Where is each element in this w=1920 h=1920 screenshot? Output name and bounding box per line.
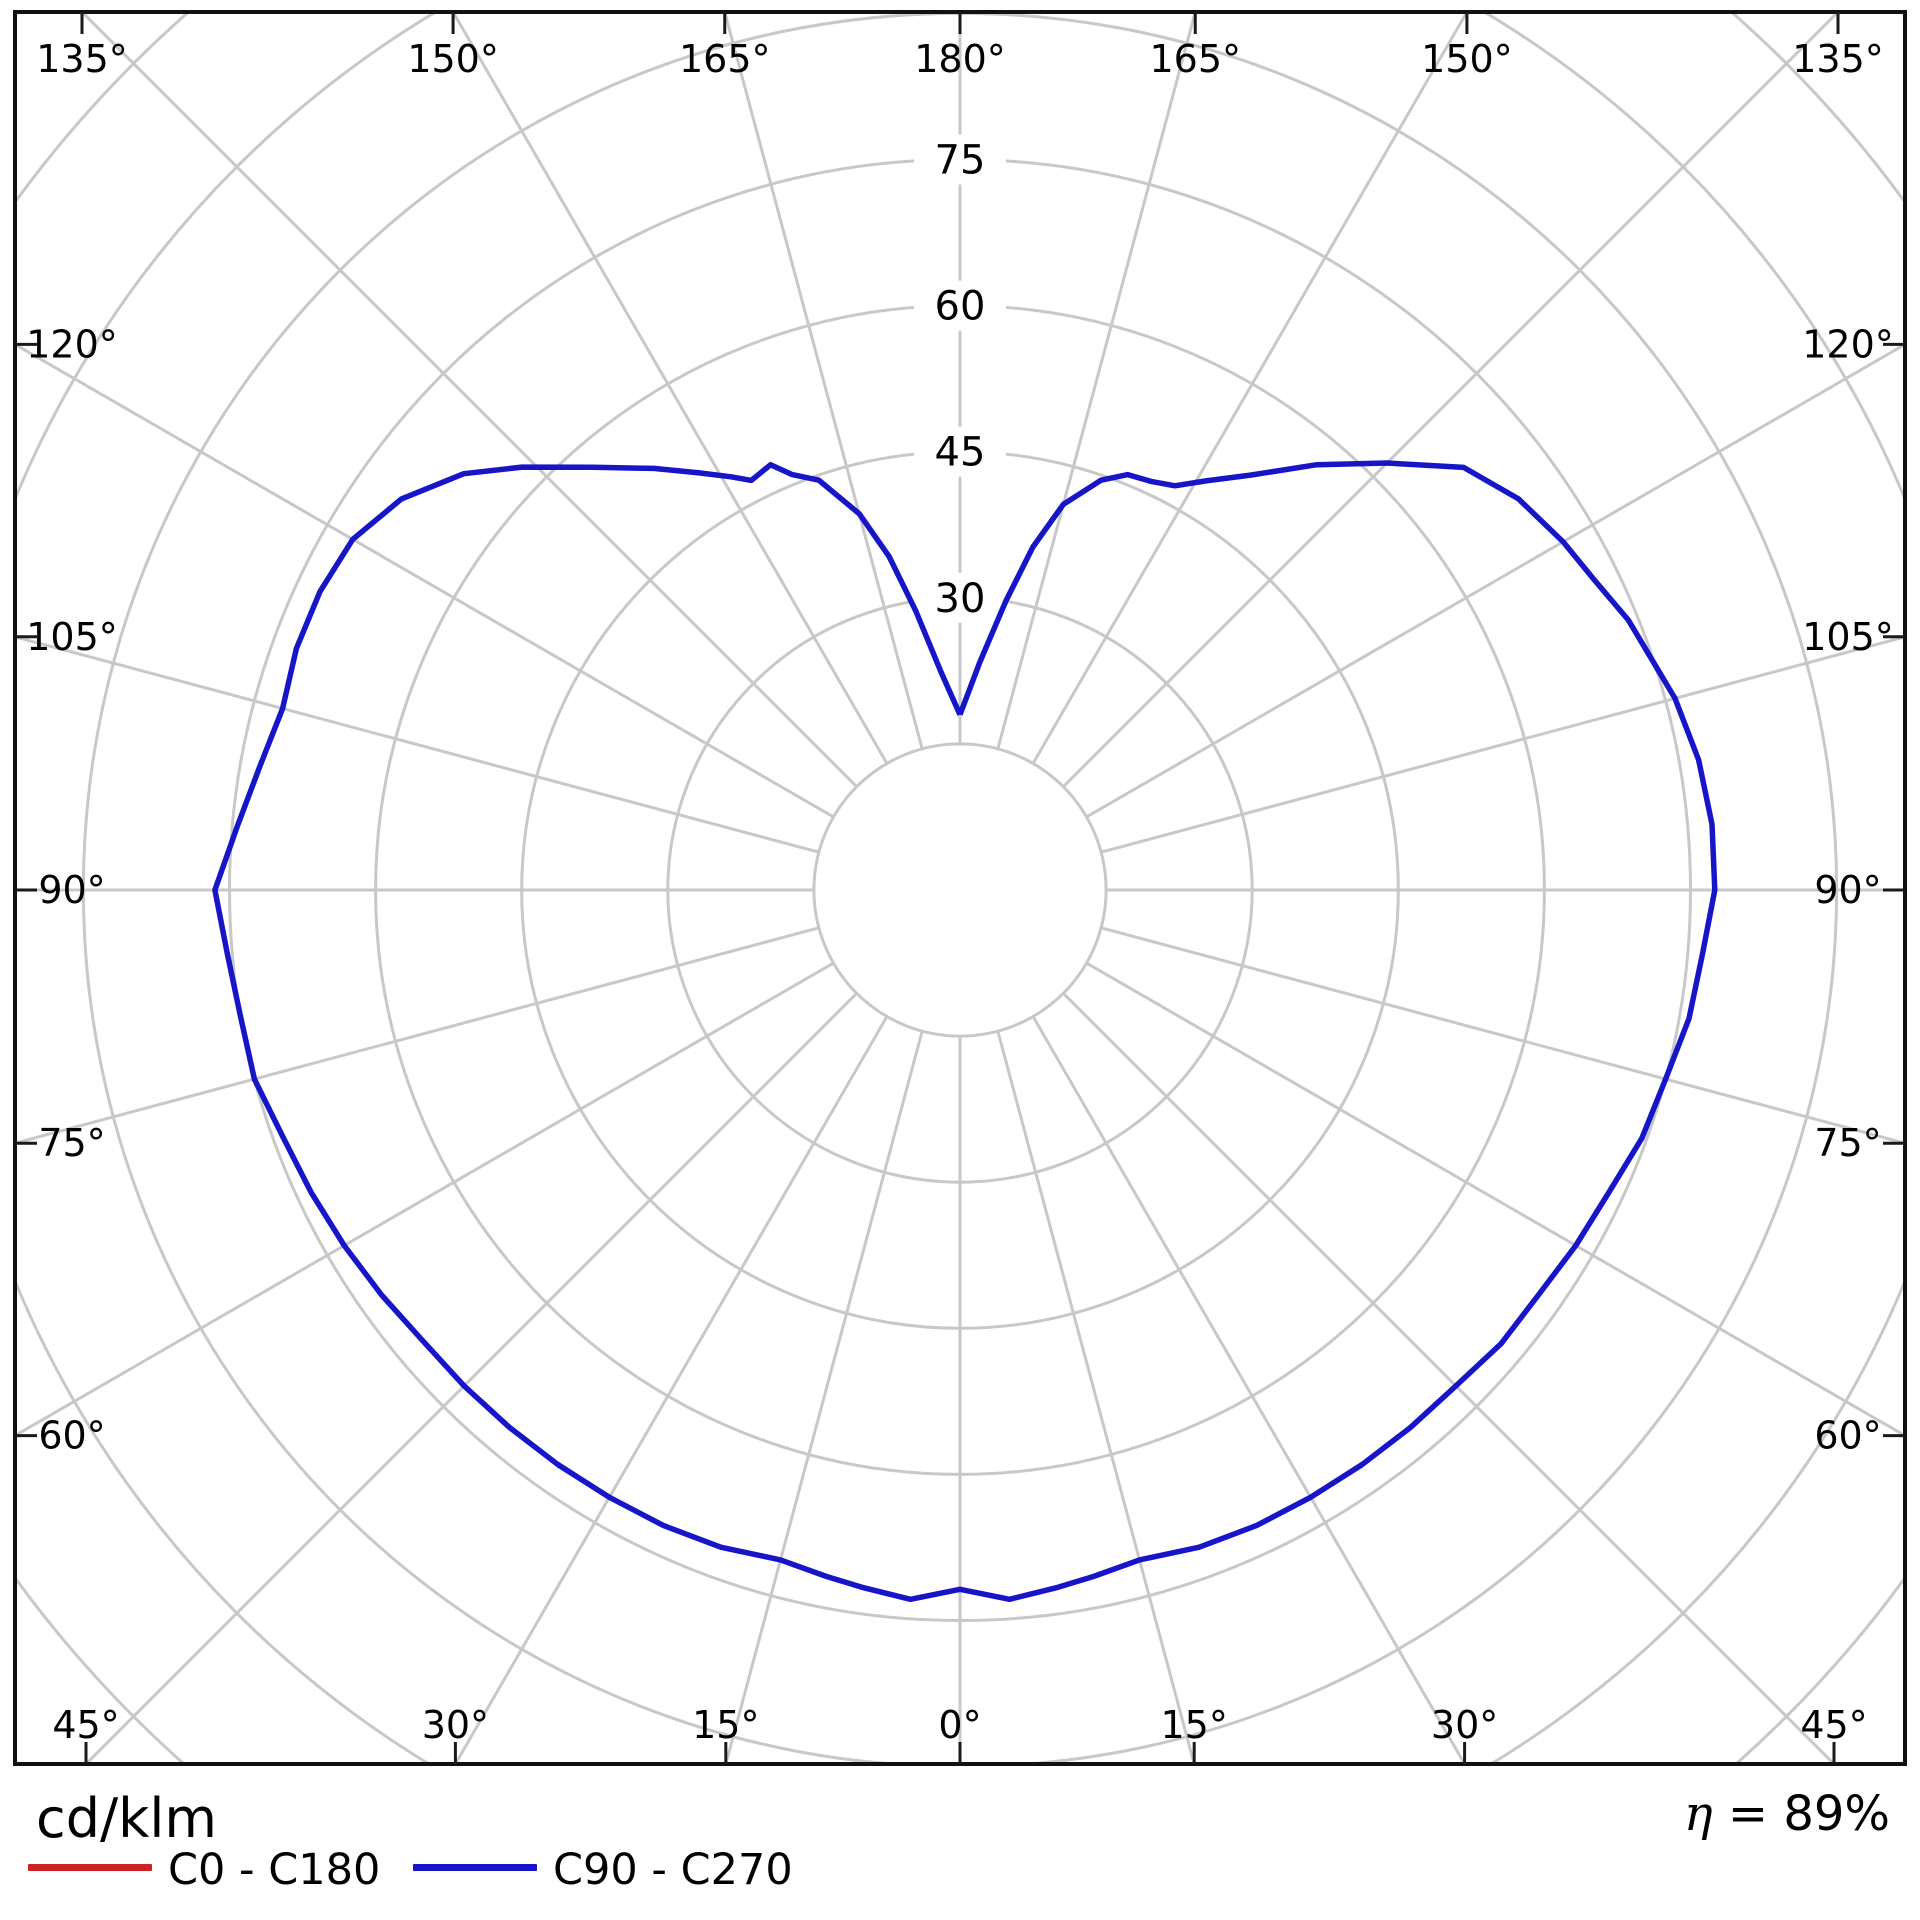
efficiency-value: = 89% xyxy=(1712,1786,1890,1842)
grid-radial xyxy=(1100,926,1905,1145)
radial-tick-label: 75 xyxy=(935,138,986,184)
angle-label: 105° xyxy=(1802,615,1894,659)
efficiency-label: η = 89% xyxy=(1600,1788,1890,1841)
grid-radial xyxy=(723,12,924,750)
grid-ring xyxy=(812,742,1108,1038)
angle-label: 60° xyxy=(1814,1414,1881,1458)
radial-tick-label: 45 xyxy=(935,430,986,476)
radial-tick-labels: 30 45 60 75 xyxy=(914,134,1006,623)
angle-label: 120° xyxy=(1802,322,1894,366)
angle-label: 105° xyxy=(26,615,118,659)
grid-radial xyxy=(15,926,820,1145)
grid-radial xyxy=(1062,992,1837,1764)
grid-radial xyxy=(996,12,1197,750)
angle-label: 150° xyxy=(1421,37,1513,81)
grid-radial xyxy=(15,635,820,854)
angle-label: 90° xyxy=(38,868,105,912)
radial-label-halo xyxy=(914,426,1006,477)
angle-label: 165° xyxy=(1149,37,1241,81)
angle-labels: 135° 150° 165° 180° 165° 150° 135° 45° 30° 15° 0° 1… xyxy=(26,37,1894,1747)
grid-radial xyxy=(1085,961,1905,1438)
legend: C0 - C180 C90 - C270 xyxy=(0,1840,1920,1910)
angle-label: 135° xyxy=(36,37,128,81)
grid-radial xyxy=(996,1030,1196,1764)
legend-label-c0: C0 - C180 xyxy=(168,1845,381,1895)
radial-tick-label: 30 xyxy=(935,576,986,622)
curve-c90-c270 xyxy=(212,460,1718,1603)
radial-label-halo xyxy=(914,572,1006,623)
legend-label-c90: C90 - C270 xyxy=(553,1845,793,1895)
grid-radial xyxy=(83,992,858,1764)
legend-line-c0-icon xyxy=(28,1864,152,1871)
radial-label-halo xyxy=(914,134,1006,185)
angle-label: 135° xyxy=(1792,37,1884,81)
grid-radial xyxy=(1031,12,1469,765)
grid-radial xyxy=(15,961,835,1438)
angle-label: 150° xyxy=(407,37,499,81)
grid-radial xyxy=(15,342,835,819)
angle-label: 75° xyxy=(38,1121,105,1165)
radial-tick-label: 60 xyxy=(935,284,986,330)
grid-radial xyxy=(453,1015,889,1764)
angle-label: 15° xyxy=(1161,1703,1228,1747)
angle-label: 45° xyxy=(1800,1703,1867,1747)
border-ticks xyxy=(15,12,1905,1764)
angle-label: 30° xyxy=(1431,1703,1498,1747)
grid-radial xyxy=(79,12,858,788)
eta-symbol: η xyxy=(1683,1786,1713,1842)
angle-label: 30° xyxy=(422,1703,489,1747)
angle-label: 90° xyxy=(1814,868,1881,912)
grid-radial xyxy=(724,1030,924,1764)
angle-label: 165° xyxy=(679,37,771,81)
grid-radial xyxy=(1100,635,1905,854)
angle-label: 75° xyxy=(1814,1121,1881,1165)
grid-radial xyxy=(451,12,889,765)
angle-label: 0° xyxy=(938,1703,981,1747)
grid-radial xyxy=(1031,1015,1467,1764)
radial-label-halo xyxy=(914,280,1006,331)
angle-label: 180° xyxy=(914,37,1006,81)
grid-radial xyxy=(1062,12,1841,788)
angle-label: 45° xyxy=(52,1703,119,1747)
angle-label: 60° xyxy=(38,1414,105,1458)
angle-label: 120° xyxy=(26,322,118,366)
grid-radial xyxy=(1085,342,1905,819)
unit-label: cd/klm xyxy=(36,1787,218,1850)
angle-label: 15° xyxy=(692,1703,759,1747)
legend-line-c90-icon xyxy=(413,1864,537,1871)
